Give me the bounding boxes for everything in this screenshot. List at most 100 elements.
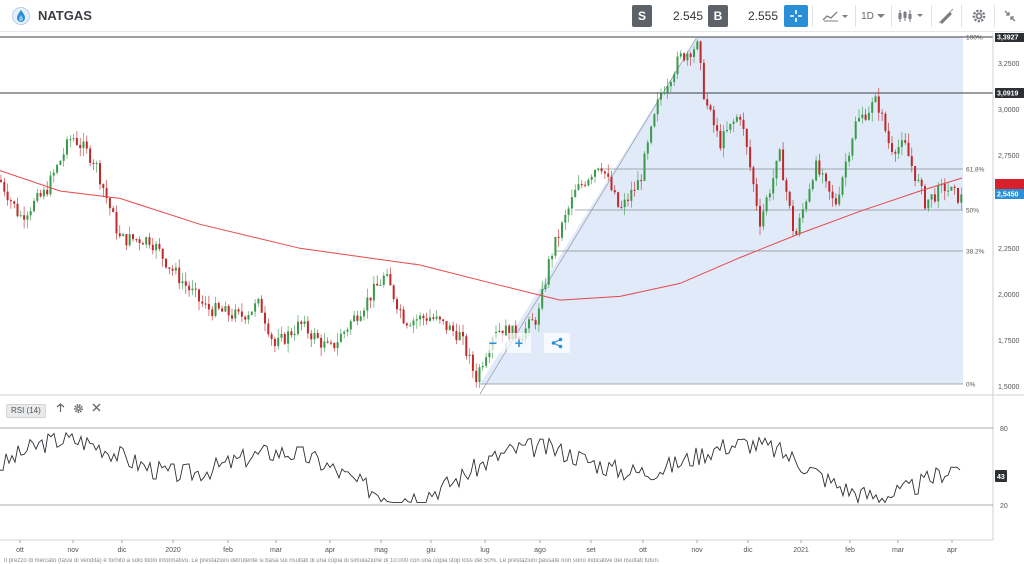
chevron-down-icon xyxy=(876,14,885,18)
candle-body xyxy=(46,189,49,195)
candle-body xyxy=(689,53,692,58)
candle-body xyxy=(181,281,184,284)
crosshair-icon xyxy=(790,10,802,22)
candle-body xyxy=(39,193,42,197)
time-axis-label: nov xyxy=(67,547,79,554)
candle-body xyxy=(283,333,286,344)
collapse-button[interactable] xyxy=(1000,5,1020,27)
price-chart[interactable]: 3,2500 3,0000 2,7500 2,2500 2,0000 1,7500 1,50… xyxy=(0,33,1024,564)
disclaimer-text: Il prezzo di mercato (tassi di vendita) … xyxy=(4,558,660,564)
rsi-line xyxy=(0,431,961,505)
candle-body xyxy=(894,151,897,154)
price-badge-buy-bg xyxy=(995,189,1024,199)
buy-label[interactable]: B xyxy=(708,5,728,27)
candle-body xyxy=(610,176,613,191)
candle-body xyxy=(574,189,577,198)
candle-body xyxy=(59,160,62,165)
share-icon xyxy=(551,337,563,349)
rsi-move-up-button[interactable] xyxy=(56,403,65,416)
draw-tool-button[interactable] xyxy=(936,5,956,27)
time-axis-label: 2020 xyxy=(165,547,181,554)
candlestick-button[interactable] xyxy=(895,5,927,27)
rsi-close-button[interactable] xyxy=(92,403,101,415)
candle-body xyxy=(488,349,491,358)
candle-body xyxy=(858,117,860,122)
candle-body xyxy=(759,205,761,227)
candle-body xyxy=(23,215,26,220)
candle-body xyxy=(792,205,794,232)
candle-body xyxy=(726,129,728,132)
rsi-settings-button[interactable] xyxy=(73,403,84,417)
candle-body xyxy=(108,198,111,209)
candle-body xyxy=(739,116,742,120)
candle-body xyxy=(580,184,583,186)
candle-body xyxy=(330,342,332,344)
zoom-out-button[interactable]: − xyxy=(481,333,505,353)
time-axis-label: ott xyxy=(16,547,24,554)
candle-body xyxy=(386,274,389,276)
candle-body xyxy=(363,310,365,317)
price-axis-label: 3,0000 xyxy=(998,107,1020,114)
candle-body xyxy=(6,191,9,201)
price-axis-label: 3,2500 xyxy=(998,61,1020,68)
candle-body xyxy=(128,234,131,246)
candle-body xyxy=(719,130,722,149)
candle-body xyxy=(656,99,659,115)
candle-body xyxy=(607,173,610,177)
candle-body xyxy=(56,164,59,173)
candle-body xyxy=(795,231,798,235)
candle-body xyxy=(138,239,141,244)
toolbar-divider xyxy=(855,5,856,27)
candle-body xyxy=(811,180,814,190)
candle-body xyxy=(148,237,151,245)
candle-body xyxy=(702,62,705,100)
candle-body xyxy=(412,320,415,326)
candle-body xyxy=(75,138,78,145)
candle-body xyxy=(165,258,167,268)
candle-body xyxy=(306,321,309,334)
candle-body xyxy=(475,370,478,383)
candle-body xyxy=(910,156,913,167)
zoom-in-button[interactable]: + xyxy=(507,333,531,353)
crosshair-button[interactable] xyxy=(784,5,808,27)
candle-body xyxy=(864,114,867,120)
candle-body xyxy=(168,267,171,269)
candle-body xyxy=(943,183,946,192)
candle-body xyxy=(514,325,517,339)
candle-body xyxy=(597,168,600,171)
candle-body xyxy=(171,268,174,271)
candle-body xyxy=(227,306,230,316)
candle-body xyxy=(834,198,837,205)
time-axis-label: mar xyxy=(892,547,905,554)
candle-body xyxy=(174,267,177,271)
candle-body xyxy=(102,184,105,189)
candle-body xyxy=(768,193,771,198)
candle-body xyxy=(438,316,441,320)
sell-price[interactable]: 2.545 xyxy=(672,9,703,23)
candle-body xyxy=(765,197,768,212)
candle-body xyxy=(891,143,893,152)
price-axis-label: 1,7500 xyxy=(998,338,1020,345)
candle-body xyxy=(696,41,699,50)
candle-body xyxy=(511,325,514,340)
candle-body xyxy=(534,320,537,325)
candle-body xyxy=(198,289,200,302)
share-button[interactable] xyxy=(544,333,570,353)
candle-body xyxy=(211,309,214,317)
candle-body xyxy=(960,194,963,203)
time-axis-label: apr xyxy=(325,547,336,554)
candle-body xyxy=(640,180,643,182)
sell-label[interactable]: S xyxy=(632,5,652,27)
chart-type-button[interactable] xyxy=(818,5,852,27)
candle-body xyxy=(99,163,101,185)
time-axis-label: dic xyxy=(744,547,753,554)
candle-body xyxy=(838,194,841,205)
candle-body xyxy=(821,173,824,175)
buy-price[interactable]: 2.555 xyxy=(747,9,778,23)
rsi-indicator-label[interactable]: RSI (14) xyxy=(6,404,46,418)
candle-body xyxy=(805,201,808,210)
candle-body xyxy=(788,191,791,206)
timeframe-select[interactable]: 1D xyxy=(858,5,888,27)
time-axis-label: feb xyxy=(223,547,233,554)
settings-button[interactable] xyxy=(968,5,990,27)
